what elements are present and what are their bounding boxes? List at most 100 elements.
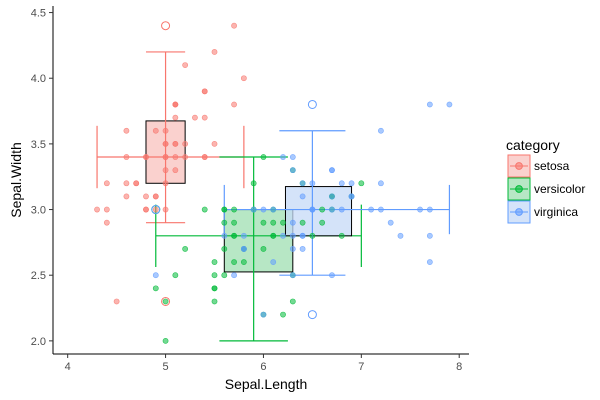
- point-virginica-47: [309, 206, 316, 213]
- points-setosa: [94, 21, 247, 306]
- y-tick-label-2: 3.0: [31, 205, 46, 217]
- point-virginica-49: [250, 206, 257, 213]
- point-virginica-45: [329, 206, 335, 213]
- point-setosa-15: [231, 22, 237, 29]
- point-versicolor-37: [289, 298, 296, 305]
- point-versicolor-44: [221, 246, 228, 252]
- outlier-setosa-1: [161, 296, 171, 306]
- point-virginica-19: [260, 311, 267, 318]
- point-virginica-30: [397, 232, 404, 239]
- point-virginica-20: [348, 180, 355, 187]
- x-tick-label-1: 5: [163, 361, 169, 373]
- point-virginica-2: [368, 206, 375, 213]
- point-versicolor-28: [260, 219, 267, 226]
- point-virginica-38: [260, 206, 267, 213]
- point-virginica-6: [152, 272, 159, 279]
- point-setosa-36: [211, 140, 218, 147]
- point-setosa-24: [143, 154, 149, 160]
- point-setosa-31: [201, 154, 208, 160]
- point-virginica-14: [240, 232, 247, 239]
- point-setosa-33: [211, 49, 218, 55]
- point-versicolor-48: [172, 272, 179, 279]
- point-setosa-13: [94, 206, 100, 213]
- point-versicolor-23: [270, 232, 277, 239]
- series-layer: [94, 21, 453, 344]
- point-versicolor-4: [309, 232, 316, 239]
- point-versicolor-31: [211, 285, 218, 292]
- point-versicolor-10: [162, 337, 169, 344]
- point-versicolor-42: [240, 259, 247, 265]
- legend-item-setosa: setosa: [507, 154, 570, 178]
- point-virginica-10: [309, 180, 316, 187]
- point-versicolor-49: [231, 232, 237, 239]
- point-virginica-18: [426, 259, 433, 265]
- x-axis-title: Sepal.Length: [225, 376, 308, 392]
- legend-key-point-setosa: [515, 162, 523, 170]
- legend-key-point-virginica: [515, 208, 523, 216]
- point-virginica-31: [446, 101, 453, 108]
- point-virginica-13: [231, 272, 237, 279]
- point-versicolor-7: [152, 285, 159, 292]
- y-tick-label-5: 4.5: [31, 8, 46, 20]
- point-setosa-45: [143, 206, 149, 213]
- point-setosa-26: [162, 154, 169, 160]
- point-versicolor-39: [211, 272, 218, 279]
- legend-keys: setosa versicolor virginica: [507, 154, 585, 224]
- y-tick-label-1: 2.5: [31, 270, 46, 282]
- point-setosa-8: [103, 219, 110, 226]
- point-setosa-28: [182, 154, 189, 160]
- point-versicolor-40: [211, 259, 218, 265]
- point-virginica-32: [299, 232, 306, 239]
- outlier-virginica-2: [307, 310, 317, 320]
- point-virginica-26: [280, 232, 286, 239]
- legend-item-virginica: virginica: [507, 200, 578, 224]
- point-versicolor-0: [358, 180, 365, 187]
- x-tick-label-2: 6: [260, 361, 266, 373]
- point-setosa-48: [192, 114, 198, 121]
- point-virginica-17: [426, 101, 433, 108]
- point-versicolor-26: [338, 232, 345, 239]
- series-setosa: [96, 51, 245, 224]
- legend-label-versicolor: versicolor: [534, 182, 585, 196]
- outlier-setosa-0: [161, 21, 171, 31]
- point-setosa-42: [103, 180, 110, 187]
- legend-label-virginica: virginica: [534, 205, 578, 219]
- point-virginica-40: [329, 193, 335, 200]
- point-setosa-35: [162, 180, 169, 187]
- point-virginica-42: [240, 246, 247, 252]
- ticks-layer: 4 5 6 7 8 2.0 2.5 3.0 3.5 4.0 4.5: [31, 8, 463, 373]
- point-virginica-12: [338, 206, 345, 213]
- point-virginica-27: [270, 206, 277, 213]
- point-setosa-47: [123, 180, 130, 187]
- point-virginica-9: [378, 127, 384, 134]
- point-setosa-14: [240, 75, 247, 82]
- point-setosa-23: [172, 167, 179, 174]
- point-virginica-21: [221, 232, 228, 239]
- point-virginica-44: [329, 167, 335, 174]
- point-virginica-46: [289, 272, 296, 279]
- point-setosa-10: [201, 114, 208, 121]
- point-virginica-33: [289, 232, 296, 239]
- point-versicolor-34: [201, 206, 208, 213]
- y-tick-label-3: 3.5: [31, 139, 46, 151]
- point-versicolor-38: [221, 206, 228, 213]
- point-setosa-29: [133, 180, 140, 187]
- point-virginica-37: [299, 193, 306, 200]
- point-setosa-6: [123, 154, 130, 160]
- point-setosa-37: [152, 127, 159, 134]
- point-setosa-16: [201, 88, 208, 95]
- point-setosa-21: [172, 114, 179, 121]
- point-virginica-41: [348, 193, 355, 200]
- point-virginica-35: [426, 206, 433, 213]
- point-virginica-25: [378, 180, 384, 187]
- point-setosa-39: [172, 154, 179, 160]
- point-versicolor-8: [319, 219, 326, 226]
- point-setosa-18: [231, 101, 237, 108]
- x-tick-label-3: 7: [358, 361, 364, 373]
- point-setosa-34: [152, 193, 159, 200]
- legend-title: category: [506, 137, 560, 153]
- point-versicolor-19: [221, 272, 228, 279]
- point-setosa-38: [103, 206, 110, 213]
